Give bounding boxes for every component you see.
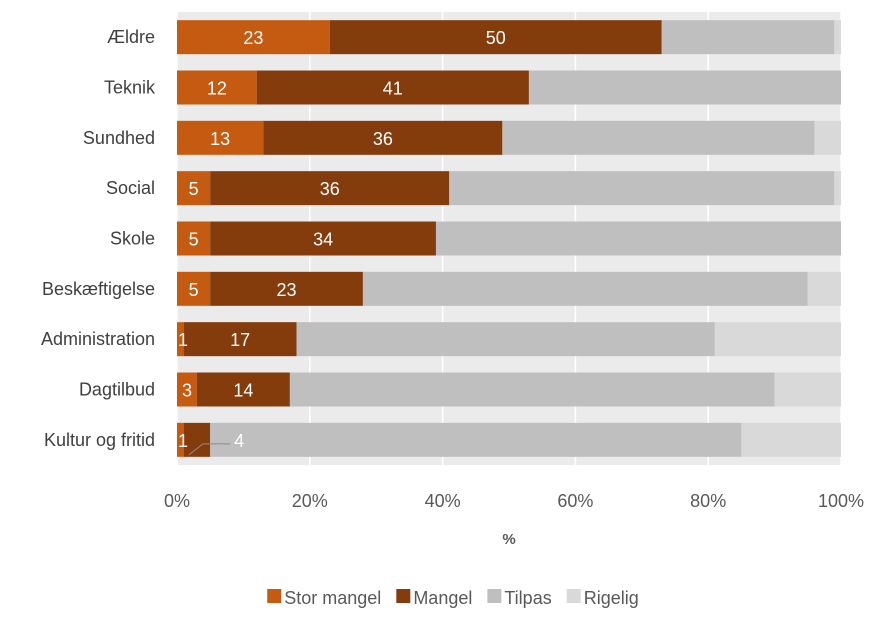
bar-segment-tilpas xyxy=(661,20,835,55)
bar-segment-stor-mangel xyxy=(177,171,211,206)
data-label-mangel: 4 xyxy=(234,431,244,451)
bar-segment-tilpas xyxy=(502,120,815,155)
data-label-mangel: 14 xyxy=(233,381,253,401)
data-label-stor-mangel: 1 xyxy=(178,330,188,350)
bar-segment-mangel xyxy=(183,322,297,357)
legend-item-rigelig: Rigelig xyxy=(566,588,639,608)
bar-segment-stor-mangel xyxy=(177,372,197,407)
legend-swatch xyxy=(267,589,282,603)
data-label-mangel: 41 xyxy=(383,79,403,99)
category-label: Beskæftigelse xyxy=(42,279,155,299)
bar-segment-stor-mangel xyxy=(177,221,211,256)
legend-swatch xyxy=(566,589,581,603)
bar-segment-mangel xyxy=(183,422,211,457)
data-label-stor-mangel: 5 xyxy=(189,179,199,199)
bar-segment-tilpas xyxy=(435,221,841,256)
category-label: Administration xyxy=(41,329,155,349)
bar-segment-tilpas xyxy=(210,422,742,457)
category-label: Social xyxy=(106,178,155,198)
bar-segment-mangel xyxy=(256,70,529,105)
data-label-mangel: 36 xyxy=(373,129,393,149)
label-leader-line xyxy=(188,443,231,456)
legend-swatch xyxy=(487,589,502,603)
legend-swatch xyxy=(396,589,411,603)
data-label-stor-mangel: 5 xyxy=(189,230,199,250)
x-axis-title: % xyxy=(502,531,515,548)
bar-segment-mangel xyxy=(263,120,503,155)
data-label-stor-mangel: 12 xyxy=(207,79,227,99)
bar-segment-tilpas xyxy=(289,372,775,407)
data-label-stor-mangel: 1 xyxy=(178,431,188,451)
data-label-stor-mangel: 13 xyxy=(210,129,230,149)
bar-segment-tilpas xyxy=(362,271,808,306)
category-label: Teknik xyxy=(104,78,156,98)
category-label: Dagtilbud xyxy=(79,380,155,400)
category-label: Kultur og fritid xyxy=(44,430,155,450)
bar-segment-rigelig xyxy=(807,271,841,306)
bar-segment-tilpas xyxy=(296,322,715,357)
data-label-mangel: 50 xyxy=(486,28,506,48)
bar-segment-mangel xyxy=(210,171,450,206)
category-label: Skole xyxy=(110,229,155,249)
x-tick-label: 40% xyxy=(425,491,461,511)
bars xyxy=(177,20,841,457)
category-label: Sundhed xyxy=(83,128,155,148)
category-label: Ældre xyxy=(107,27,155,47)
x-tick-labels: 0% 20% 40% 60% 80% 100% xyxy=(164,491,864,511)
bar-segment-mangel xyxy=(210,221,436,256)
x-tick-label: 0% xyxy=(164,491,190,511)
bar-segment-stor-mangel xyxy=(177,70,257,105)
bar-segment-rigelig xyxy=(774,372,841,407)
category-labels: Ældre Teknik Sundhed Social Skole Beskæftigel… xyxy=(41,27,156,450)
data-label-mangel: 36 xyxy=(320,179,340,199)
data-label-stor-mangel: 5 xyxy=(189,280,199,300)
bar-segment-rigelig xyxy=(814,120,841,155)
legend-item-stor-mangel: Stor mangel xyxy=(267,588,381,608)
bar-segment-tilpas xyxy=(528,70,841,105)
bar-segment-tilpas xyxy=(449,171,835,206)
bar-segment-rigelig xyxy=(834,171,841,206)
x-tick-label: 60% xyxy=(557,491,593,511)
legend-label: Tilpas xyxy=(504,588,551,608)
bar-segment-mangel xyxy=(210,271,363,306)
bar-segment-rigelig xyxy=(741,422,841,457)
bar-segment-stor-mangel xyxy=(177,271,211,306)
legend: Stor mangel Mangel Tilpas Rigelig xyxy=(267,588,639,608)
legend-label: Stor mangel xyxy=(284,588,381,608)
bar-segment-mangel xyxy=(329,20,662,55)
bar-segment-stor-mangel xyxy=(177,322,184,357)
bar-segment-rigelig xyxy=(834,20,841,55)
data-label-stor-mangel: 23 xyxy=(243,28,263,48)
bar-segment-rigelig xyxy=(714,322,841,357)
data-label-mangel: 17 xyxy=(230,330,250,350)
data-label-stor-mangel: 3 xyxy=(182,381,192,401)
x-tick-label: 20% xyxy=(292,491,328,511)
legend-label: Mangel xyxy=(413,588,472,608)
bar-segment-stor-mangel xyxy=(177,422,184,457)
x-tick-label: 80% xyxy=(690,491,726,511)
legend-item-tilpas: Tilpas xyxy=(487,588,552,608)
bar-segment-mangel xyxy=(196,372,290,407)
bar-segment-stor-mangel xyxy=(177,20,330,55)
x-tick-label: 100% xyxy=(818,491,864,511)
legend-label: Rigelig xyxy=(584,588,639,608)
data-label-mangel: 34 xyxy=(313,230,333,250)
bar-segment-stor-mangel xyxy=(177,120,264,155)
data-label-mangel: 23 xyxy=(277,280,297,300)
legend-item-mangel: Mangel xyxy=(396,588,472,608)
